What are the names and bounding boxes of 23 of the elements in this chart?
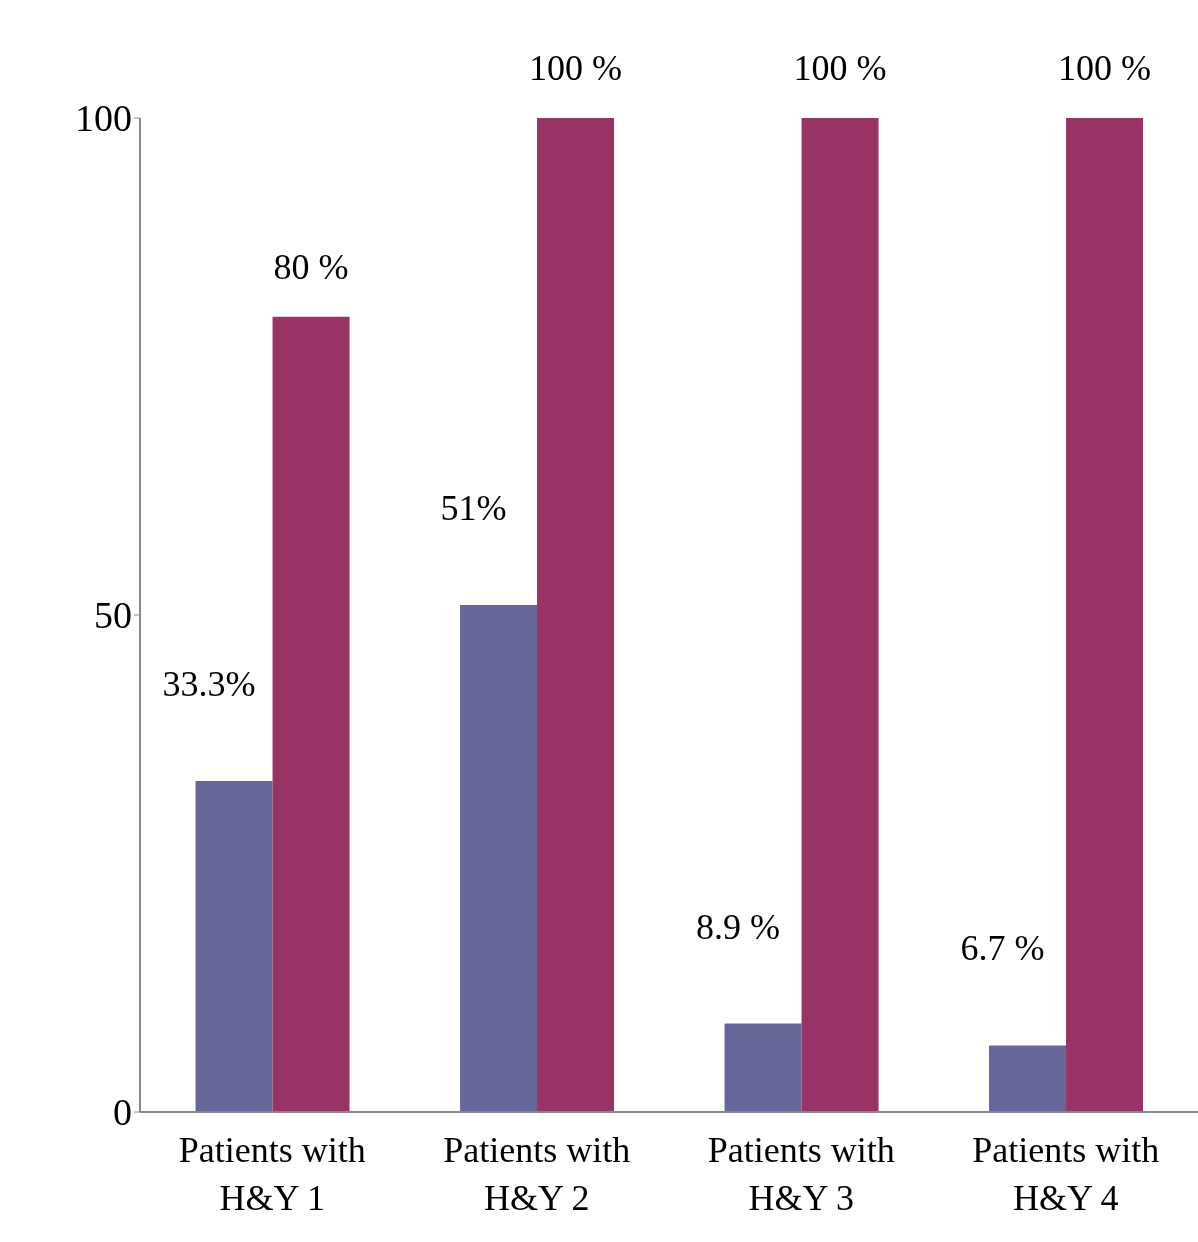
data-label: 6.7 % xyxy=(960,928,1045,969)
bar xyxy=(801,118,879,1112)
data-label: 80 % xyxy=(273,246,349,287)
data-label: 100 % xyxy=(793,48,887,88)
x-tick-label: Patients with H&Y 4 xyxy=(972,1130,1160,1218)
data-label: 33.3% xyxy=(162,664,256,704)
bar xyxy=(460,605,538,1112)
data-label: 100 % xyxy=(1058,48,1152,88)
bar xyxy=(195,781,273,1112)
data-label: 100 % xyxy=(529,48,623,88)
data-label: 8.9 % xyxy=(696,906,781,947)
y-tick-label: 50 xyxy=(94,594,132,637)
bar xyxy=(272,316,350,1112)
bar xyxy=(724,1023,802,1112)
x-tick-label: Patients with H&Y 2 xyxy=(443,1130,631,1218)
data-label: 51% xyxy=(440,488,507,529)
bar xyxy=(989,1045,1067,1112)
x-tick-label: Patients with H&Y 1 xyxy=(178,1130,366,1218)
y-tick-label: 100 xyxy=(75,97,132,140)
bar xyxy=(537,118,615,1112)
x-tick-label: Patients with H&Y 3 xyxy=(707,1130,895,1218)
bar xyxy=(1066,118,1144,1112)
y-tick-label: 0 xyxy=(113,1091,132,1134)
